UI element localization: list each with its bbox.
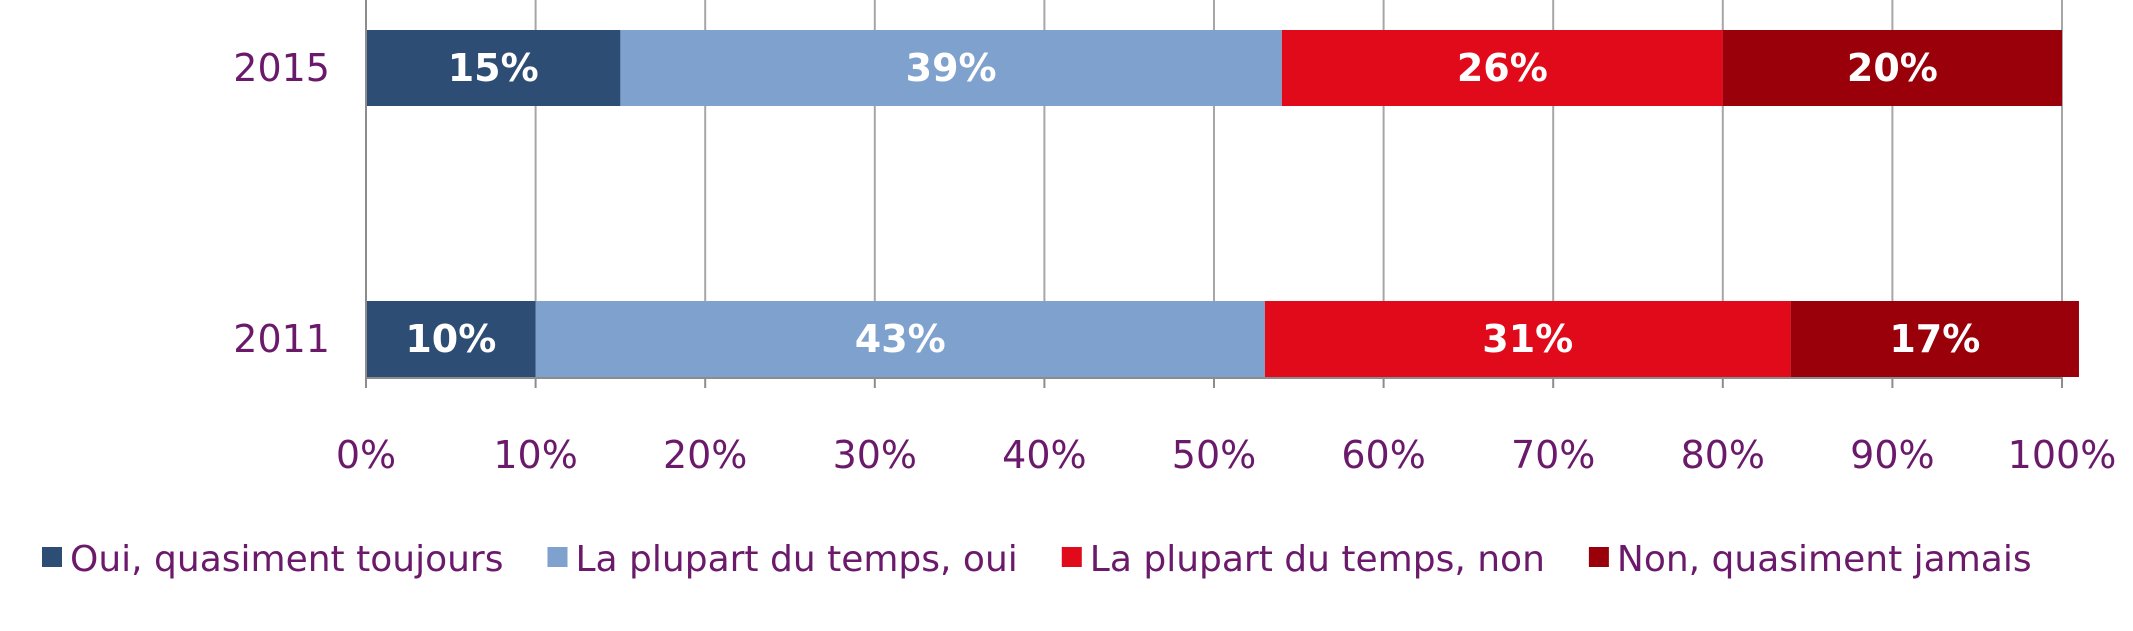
data-label: 10% (405, 317, 496, 361)
bar-segment (535, 301, 1265, 377)
legend-label: Oui, quasiment toujours (70, 539, 503, 580)
legend-swatch (42, 547, 62, 567)
x-tick-label: 20% (663, 433, 747, 477)
legend-label: La plupart du temps, non (1090, 539, 1545, 580)
x-tick-label: 80% (1681, 433, 1765, 477)
x-tick-label: 50% (1172, 433, 1256, 477)
data-label: 26% (1457, 46, 1548, 90)
x-tick-label: 10% (493, 433, 577, 477)
data-label: 31% (1482, 317, 1573, 361)
y-axis: 2015 2011 (233, 46, 330, 361)
bar-segment (1281, 30, 1723, 106)
data-label: 20% (1847, 46, 1938, 90)
bar-segment (1790, 301, 2079, 377)
x-tick-label: 100% (2008, 433, 2117, 477)
bar-segment (1722, 30, 2062, 106)
x-tick-label: 60% (1341, 433, 1425, 477)
legend-swatch (1588, 547, 1609, 567)
legend: Oui, quasiment toujours La plupart du tem… (42, 539, 2032, 580)
x-axis: 0% 10% 20% 30% 40% 50% 60% 70% 80% 90% 100% (336, 0, 2116, 477)
bar-segment (620, 30, 1282, 106)
category-label: 2015 (233, 46, 330, 90)
legend-label: Non, quasiment jamais (1617, 539, 2032, 580)
legend-label: La plupart du temps, oui (575, 539, 1017, 580)
data-label: 43% (855, 317, 946, 361)
data-label: 15% (448, 46, 539, 90)
x-tick-label: 70% (1511, 433, 1595, 477)
x-tick-label: 40% (1002, 433, 1086, 477)
legend-swatch (547, 547, 568, 567)
x-tick-label: 0% (336, 433, 396, 477)
data-label: 17% (1889, 317, 1980, 361)
bar-segment (1264, 301, 1791, 377)
bar-segment (366, 30, 621, 106)
data-label: 39% (906, 46, 997, 90)
x-tick-label: 90% (1850, 433, 1934, 477)
x-tick-label: 30% (833, 433, 917, 477)
bars: 15% 39% 26% 20% 10% 43% 31% 17% (366, 30, 2079, 377)
bar-segment (366, 301, 536, 377)
category-label: 2011 (233, 317, 330, 361)
legend-swatch (1061, 547, 1082, 567)
